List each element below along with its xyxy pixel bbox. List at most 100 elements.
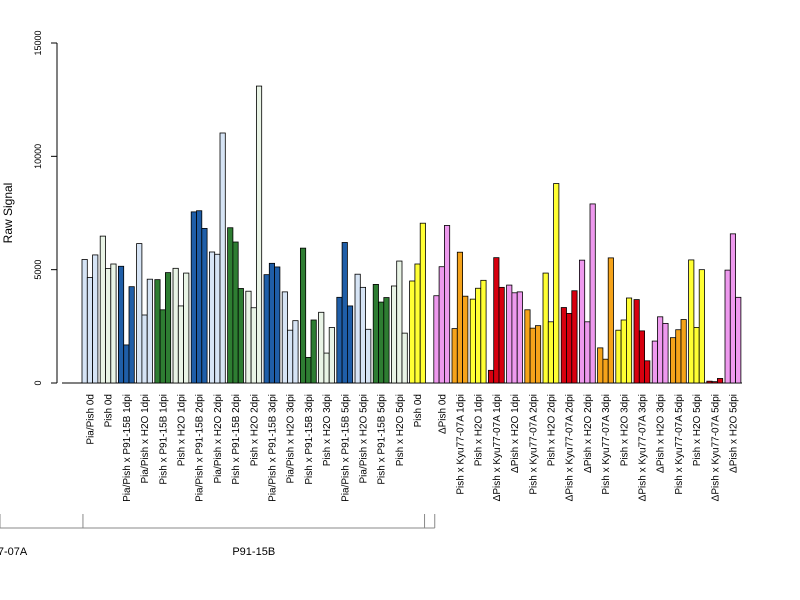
- x-tick-labels: Pia/Pish 0d Pish 0d Pia/Pish x P91-15B 1dp…: [85, 394, 739, 502]
- bar: [735, 296, 742, 384]
- x-tick-label: ΔPish 0d: [437, 394, 448, 434]
- bar: [177, 305, 185, 384]
- x-tick-label: Pish x H2O 2dpi: [249, 394, 260, 466]
- bar: [560, 307, 567, 384]
- x-tick-label: Pish x H2O 3dpi: [322, 394, 333, 466]
- bar: [724, 269, 731, 384]
- bar: [372, 283, 379, 384]
- x-tick-label: Pish x Kyu77-07A 2dpi: [528, 394, 539, 495]
- bar-group: [336, 242, 354, 384]
- bar: [607, 257, 614, 384]
- bar: [146, 278, 153, 384]
- x-tick-label: Pia/Pish x P91-15B 5dpi: [340, 394, 351, 502]
- x-tick-label: ΔPish x H2O 1dpi: [510, 394, 521, 473]
- y-axis: 0 5000 10000 15000: [33, 30, 58, 386]
- bar: [529, 327, 536, 384]
- bar: [281, 291, 288, 384]
- group-brackets: P91-15B Kyu77-07A: [0, 514, 436, 558]
- x-tick-label: Pia/Pish x H2O 3dpi: [286, 394, 297, 484]
- bar-series: [81, 85, 742, 384]
- x-tick-label: Pia/Pish x H2O 2dpi: [213, 394, 224, 484]
- bar: [99, 235, 106, 384]
- bar: [141, 314, 148, 384]
- bar: [493, 257, 500, 384]
- bar-group: [118, 265, 135, 384]
- bar: [462, 295, 469, 384]
- bar: [602, 358, 609, 384]
- bar-group: [409, 222, 426, 384]
- bar: [164, 272, 172, 384]
- bar: [190, 211, 197, 384]
- bar-group: [524, 309, 542, 384]
- bar: [498, 286, 505, 384]
- x-tick-label: Pia/Pish x P91-15B 3dpi: [267, 394, 278, 502]
- bar: [341, 242, 348, 384]
- bar: [547, 321, 554, 384]
- bar-group: [706, 378, 724, 384]
- x-tick-label: ΔPish x Kyu77-07A 3dpi: [637, 394, 648, 501]
- bar: [128, 286, 135, 384]
- x-tick-label: ΔPish x H2O 5dpi: [728, 394, 739, 473]
- x-tick-label: ΔPish x Kyu77-07A 1dpi: [492, 394, 503, 501]
- bar: [571, 290, 578, 384]
- group-bracket: Kyu77-07A: [0, 514, 436, 558]
- x-tick-label: Pish x Kyu77-07A 1dpi: [455, 394, 466, 495]
- y-tick-label: 5000: [33, 260, 43, 280]
- bar: [698, 269, 705, 384]
- bar: [136, 243, 143, 384]
- bar: [245, 290, 252, 384]
- bar-group: [633, 299, 651, 384]
- x-tick-label: Pia/Pish 0d: [85, 394, 96, 445]
- bar: [670, 337, 677, 384]
- bar: [620, 319, 627, 384]
- x-tick-label: Pia/Pish x H2O 5dpi: [358, 394, 369, 484]
- bar: [346, 305, 354, 384]
- bar: [268, 262, 275, 384]
- bar: [255, 85, 263, 384]
- bar-group: [433, 225, 451, 384]
- x-tick-label: Pish x H2O 5dpi: [395, 394, 406, 466]
- bar: [438, 266, 445, 384]
- bar: [305, 356, 312, 384]
- bar: [208, 251, 216, 384]
- bar: [310, 319, 317, 384]
- bar-group: [579, 203, 596, 384]
- bar: [579, 259, 586, 384]
- bar: [506, 284, 513, 384]
- bar: [511, 292, 518, 384]
- bar-group: [487, 257, 505, 384]
- x-tick-label: ΔPish x Kyu77-07A 2dpi: [565, 394, 576, 501]
- bar: [365, 328, 372, 384]
- bar: [292, 320, 299, 384]
- bar-group: [597, 257, 614, 384]
- y-tick-label: 15000: [33, 30, 43, 55]
- bar: [274, 266, 281, 384]
- x-tick-label: Pish x H2O 2dpi: [546, 394, 557, 466]
- bar: [287, 329, 294, 384]
- bar: [159, 309, 166, 384]
- bar: [475, 287, 482, 384]
- bar: [469, 298, 476, 384]
- bar-group: [451, 251, 469, 384]
- bar: [516, 291, 523, 384]
- x-tick-label: Pish x Kyu77-07A 5dpi: [674, 394, 685, 495]
- x-tick-label: Pia/Pish x P91-15B 1dpi: [122, 394, 133, 502]
- x-tick-label: Pish x H2O 1dpi: [176, 394, 187, 466]
- bar: [553, 183, 560, 384]
- bar-group: [560, 290, 578, 384]
- bar: [336, 296, 343, 384]
- bar-group: [469, 279, 487, 384]
- bar-group: [263, 262, 281, 384]
- bar: [110, 263, 117, 384]
- x-tick-label: Pia/Pish x H2O 1dpi: [140, 394, 151, 484]
- bar: [711, 381, 718, 384]
- bar-group: [372, 283, 390, 384]
- bar: [328, 327, 335, 384]
- bar: [92, 254, 99, 384]
- bar-group: [81, 254, 99, 384]
- bar-group: [299, 247, 317, 384]
- bar-group: [245, 85, 263, 384]
- bar: [638, 330, 645, 384]
- bar: [250, 307, 257, 384]
